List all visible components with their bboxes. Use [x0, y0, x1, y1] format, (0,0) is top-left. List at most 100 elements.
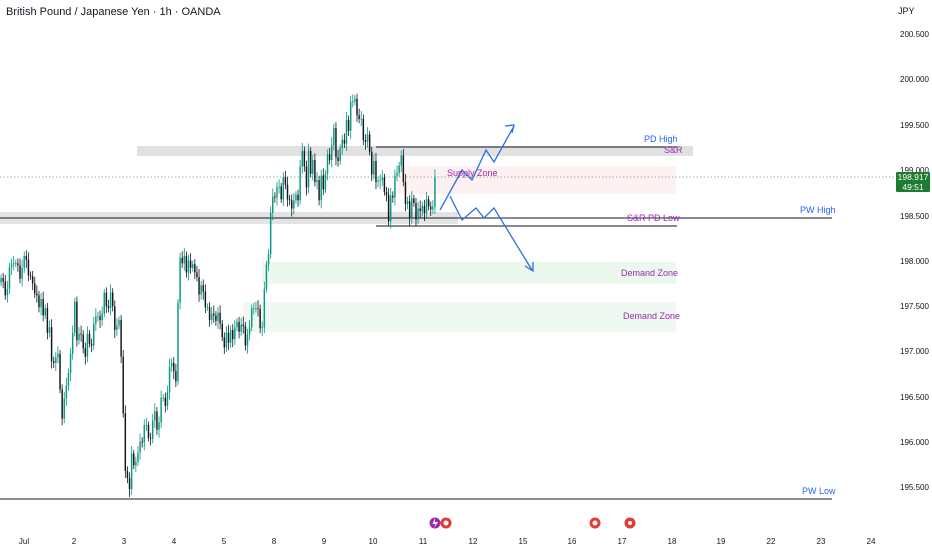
y-tick: 198.500 — [900, 212, 929, 221]
candle-body — [48, 327, 51, 333]
currency-badge: JPY — [898, 6, 915, 16]
candle-body — [114, 306, 116, 331]
candle-body — [419, 208, 421, 212]
candle-body — [364, 139, 367, 142]
candle-body — [27, 259, 30, 276]
candle-body — [166, 392, 169, 406]
candle-body — [103, 292, 105, 314]
candle-body — [74, 301, 76, 333]
candle-body — [25, 256, 28, 260]
candle-body — [411, 198, 413, 218]
candle-body — [240, 324, 242, 332]
bar-countdown: 49:51 — [902, 182, 924, 192]
candle-body — [139, 441, 141, 453]
candle-body — [175, 371, 177, 382]
candle-body — [274, 196, 276, 198]
candle-body — [368, 134, 371, 152]
candle-body — [331, 145, 333, 161]
bullish-scenario-arrow[interactable] — [439, 125, 515, 211]
candle-body — [347, 119, 350, 131]
demand-zone-box-1 — [262, 262, 676, 284]
candle-body — [335, 128, 337, 158]
candle-body — [341, 139, 344, 149]
earnings-event-dot — [628, 521, 632, 525]
label-demand-zone-1[interactable]: Demand Zone — [621, 268, 678, 278]
candle-body — [63, 398, 65, 419]
candle-body — [204, 291, 207, 308]
candle-body — [194, 264, 196, 273]
candle-body — [339, 148, 341, 161]
candle-body — [417, 208, 419, 220]
candle-body — [299, 166, 301, 201]
candle-body — [284, 177, 287, 185]
candle-body — [162, 397, 164, 399]
candle-body — [356, 98, 358, 116]
candle-body — [133, 453, 135, 466]
candle-body — [366, 134, 369, 142]
candle-body — [149, 437, 152, 439]
candle-body — [65, 385, 68, 399]
candle-body — [400, 155, 402, 166]
candle-body — [280, 186, 282, 200]
candle-body — [183, 256, 186, 264]
candle-body — [371, 151, 373, 175]
candle-body — [318, 180, 320, 201]
label-demand-zone-2[interactable]: Demand Zone — [623, 311, 680, 321]
candle-body — [290, 200, 293, 209]
candle-body — [421, 205, 424, 212]
y-axis[interactable]: 200.500 200.000 199.500 199.000 198.500 … — [900, 30, 929, 492]
candle-body — [2, 277, 4, 282]
candle-body — [429, 206, 432, 210]
lightning-glyph — [432, 518, 438, 528]
x-tick: 15 — [519, 537, 528, 546]
candle-body — [246, 334, 249, 346]
symbol-title[interactable]: British Pound / Japanese Yen · 1h · OAND… — [6, 6, 221, 18]
candle-body — [394, 175, 396, 198]
bearish-scenario-arrow[interactable] — [449, 195, 533, 271]
candle-body — [303, 150, 306, 167]
candle-body — [229, 330, 232, 343]
candle-body — [164, 397, 167, 406]
candle-body — [396, 172, 398, 176]
candle-body — [95, 316, 97, 324]
candle-body — [360, 118, 362, 120]
demand-zone-box-2 — [243, 302, 676, 332]
candle-body — [124, 413, 127, 471]
label-pw-low[interactable]: PW Low — [802, 486, 836, 496]
x-axis[interactable]: Jul 2 3 4 5 8 9 10 11 12 15 16 17 18 19 … — [19, 537, 876, 546]
candle-body — [312, 160, 314, 174]
candle-body — [181, 257, 183, 264]
candle-body — [305, 166, 308, 188]
label-sr-top[interactable]: S&R — [664, 145, 683, 155]
candle-body — [223, 337, 226, 348]
economic-event-icons[interactable] — [429, 517, 636, 529]
candle-body — [90, 343, 93, 346]
candle-body — [122, 356, 124, 414]
candle-body — [324, 173, 327, 190]
candle-body — [398, 165, 400, 173]
candle-body — [46, 308, 49, 333]
label-pd-high[interactable]: PD High — [644, 134, 678, 144]
x-tick: 18 — [668, 537, 677, 546]
label-sr-pd-low[interactable]: S&R PD Low — [627, 213, 680, 223]
x-tick: 11 — [419, 537, 428, 546]
candle-body — [168, 366, 171, 393]
x-tick: 23 — [817, 537, 826, 546]
x-tick: 8 — [272, 537, 277, 546]
candle-body — [345, 119, 348, 144]
y-tick: 198.000 — [900, 257, 929, 266]
candle-body — [120, 319, 122, 357]
candle-body — [232, 330, 234, 340]
candle-body — [36, 293, 38, 296]
y-tick: 196.000 — [900, 438, 929, 447]
candle-body — [253, 308, 255, 309]
label-pw-high[interactable]: PW High — [800, 205, 836, 215]
x-tick: 9 — [322, 537, 327, 546]
candle-body — [349, 101, 352, 131]
candle-body — [265, 264, 268, 289]
candle-body — [392, 195, 394, 198]
candle-body — [158, 422, 160, 430]
label-supply-zone[interactable]: Supply Zone — [447, 168, 498, 178]
candle-body — [377, 181, 379, 182]
